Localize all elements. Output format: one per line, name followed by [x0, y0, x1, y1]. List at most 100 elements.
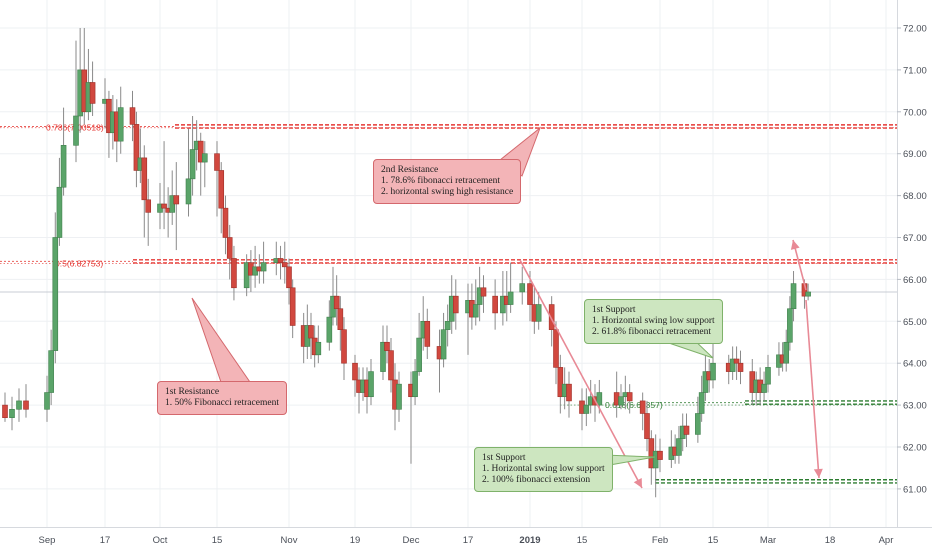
time-tick-label: Dec	[403, 535, 420, 546]
callout-1st-support-left: 1st Support 1. Horizontal swing low supp…	[474, 447, 613, 492]
price-tick-label: 61.00	[903, 484, 927, 495]
candle-body	[368, 371, 374, 398]
callout-line: 1st Support	[482, 453, 526, 463]
candle-body	[73, 115, 79, 146]
candle-body	[226, 237, 233, 259]
candle-body	[326, 316, 333, 343]
candle-body	[277, 258, 284, 263]
candle-body	[173, 195, 180, 205]
candle-body	[222, 207, 229, 238]
fib-label: 0.5(6.82753)	[55, 258, 103, 268]
candle-body	[145, 199, 152, 213]
candle-body	[787, 308, 793, 343]
price-tick-label: 62.00	[903, 443, 927, 454]
candle-body	[133, 124, 140, 171]
candle-body	[384, 341, 390, 351]
candle-body	[702, 371, 709, 393]
price-tick-label: 68.00	[903, 191, 927, 202]
time-tick-label: Oct	[153, 535, 168, 546]
up-arrow	[790, 239, 807, 291]
candle-body	[16, 400, 22, 410]
candle-body	[161, 203, 167, 209]
callout-2nd-resistance: 2nd Resistance 1. 78.6% fibonacci retrac…	[373, 159, 522, 204]
candle-body	[805, 291, 811, 297]
candle-body	[761, 383, 767, 393]
candle-body	[89, 82, 96, 104]
candle-body	[519, 283, 526, 293]
candle-body	[260, 262, 267, 272]
price-tick-label: 69.00	[903, 149, 927, 160]
candle-body	[23, 400, 29, 410]
candle-body	[790, 283, 797, 310]
time-tick-label: 17	[463, 535, 474, 546]
candle-body	[527, 283, 533, 305]
candle-body	[492, 295, 498, 314]
candle-body	[56, 186, 63, 238]
candle-body	[596, 392, 603, 406]
candle-body	[729, 358, 736, 372]
candle-body	[44, 392, 50, 410]
price-tick-label: 66.00	[903, 275, 927, 286]
time-tick-label: 19	[350, 535, 361, 546]
candle-body	[2, 404, 8, 418]
candle-body	[286, 266, 292, 289]
candle-body	[644, 413, 650, 439]
candle-body	[676, 438, 682, 456]
callout-pointer	[191, 297, 253, 386]
candle-body	[141, 157, 148, 201]
candle-body	[341, 329, 347, 364]
candle-body	[396, 383, 402, 410]
callout-line: 1. Horizontal swing low support	[592, 316, 715, 326]
candle-body	[337, 308, 344, 330]
down-arrow-head	[813, 468, 823, 478]
callout-1st-support-right: 1st Support 1. Horizontal swing low supp…	[584, 299, 723, 344]
up-arrow-head	[790, 240, 800, 250]
candle-body	[52, 237, 59, 351]
time-tick-label: Sep	[39, 535, 56, 546]
candle-layer	[2, 28, 811, 498]
candle-body	[737, 362, 744, 372]
time-tick-label: 17	[100, 535, 111, 546]
candle-body	[424, 320, 431, 347]
candle-body	[480, 287, 487, 297]
time-tick-label: 18	[825, 535, 836, 546]
candle-body	[218, 170, 225, 209]
candle-body	[695, 413, 701, 435]
candle-body	[9, 408, 15, 418]
candle-body	[129, 107, 136, 125]
candle-body	[557, 367, 564, 398]
decline-arrow	[519, 259, 643, 489]
candle-body	[783, 341, 790, 364]
decline-arrow-head	[633, 477, 642, 488]
candle-body	[117, 107, 124, 142]
price-tick-label: 72.00	[903, 24, 927, 35]
candle-body	[197, 140, 204, 163]
callout-line: 2. horizontal swing high resistance	[381, 187, 514, 197]
candle-body	[388, 350, 394, 381]
down-arrow-shaft	[805, 299, 820, 479]
candle-body	[626, 392, 633, 402]
candle-body	[444, 320, 451, 330]
down-arrow	[805, 299, 823, 479]
candle-body	[201, 153, 208, 163]
callout-line: 1st Resistance	[165, 387, 220, 397]
candle-body	[352, 362, 358, 381]
candle-body	[289, 287, 296, 326]
fib-label: 0.618(6.64357)	[605, 400, 663, 410]
callout-line: 2. 61.8% fibonacci retracement	[592, 327, 711, 337]
candle-body	[733, 358, 740, 364]
candle-body	[548, 304, 555, 330]
time-tick-label: Feb	[652, 535, 668, 546]
candle-body	[281, 262, 288, 268]
callout-line: 2. 100% fibonacci extension	[482, 475, 591, 485]
candle-body	[618, 396, 624, 406]
candle-body	[683, 425, 690, 435]
candle-body	[60, 145, 67, 188]
candle-body	[214, 153, 220, 171]
callout-line: 1. 50% Fibonacci retracement	[165, 398, 279, 408]
candle-body	[231, 258, 237, 289]
callout-line: 1. 78.6% fibonacci retracement	[381, 176, 500, 186]
